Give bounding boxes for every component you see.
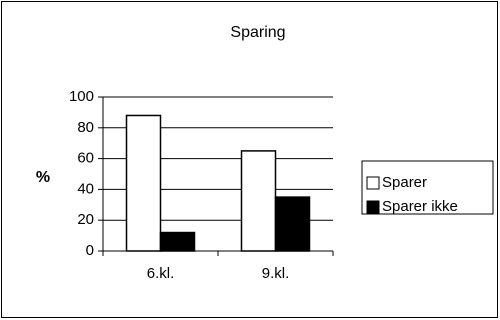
- y-tick-label: 100: [69, 88, 94, 105]
- chart-title: Sparing: [230, 24, 285, 41]
- legend-swatch-sparer: [366, 176, 380, 190]
- bar-sparer-ikke: [274, 196, 311, 252]
- y-tick-label: 60: [77, 150, 94, 167]
- bar-sparer: [240, 150, 277, 252]
- legend: Sparer Sparer ikke: [361, 160, 494, 215]
- legend-label-sparer: Sparer: [382, 174, 427, 191]
- y-tick-label: 20: [77, 211, 94, 228]
- bar-sparer: [125, 114, 162, 252]
- y-axis-ticks: 0 20 40 60 80 100: [69, 88, 103, 259]
- legend-swatch-sparer-ikke: [366, 200, 380, 214]
- y-tick-label: 80: [77, 119, 94, 136]
- bars: [125, 114, 311, 252]
- y-axis-label: %: [36, 169, 50, 186]
- y-tick-label: 0: [86, 242, 94, 259]
- legend-label-sparer-ikke: Sparer ikke: [382, 198, 458, 215]
- x-tick-label: 9.kl.: [262, 265, 290, 282]
- y-tick-label: 40: [77, 180, 94, 197]
- legend-box: [361, 160, 494, 215]
- x-axis-ticks: 6.kl. 9.kl.: [102, 251, 334, 282]
- bar-sparer-ikke: [159, 231, 196, 252]
- x-tick-label: 6.kl.: [147, 265, 175, 282]
